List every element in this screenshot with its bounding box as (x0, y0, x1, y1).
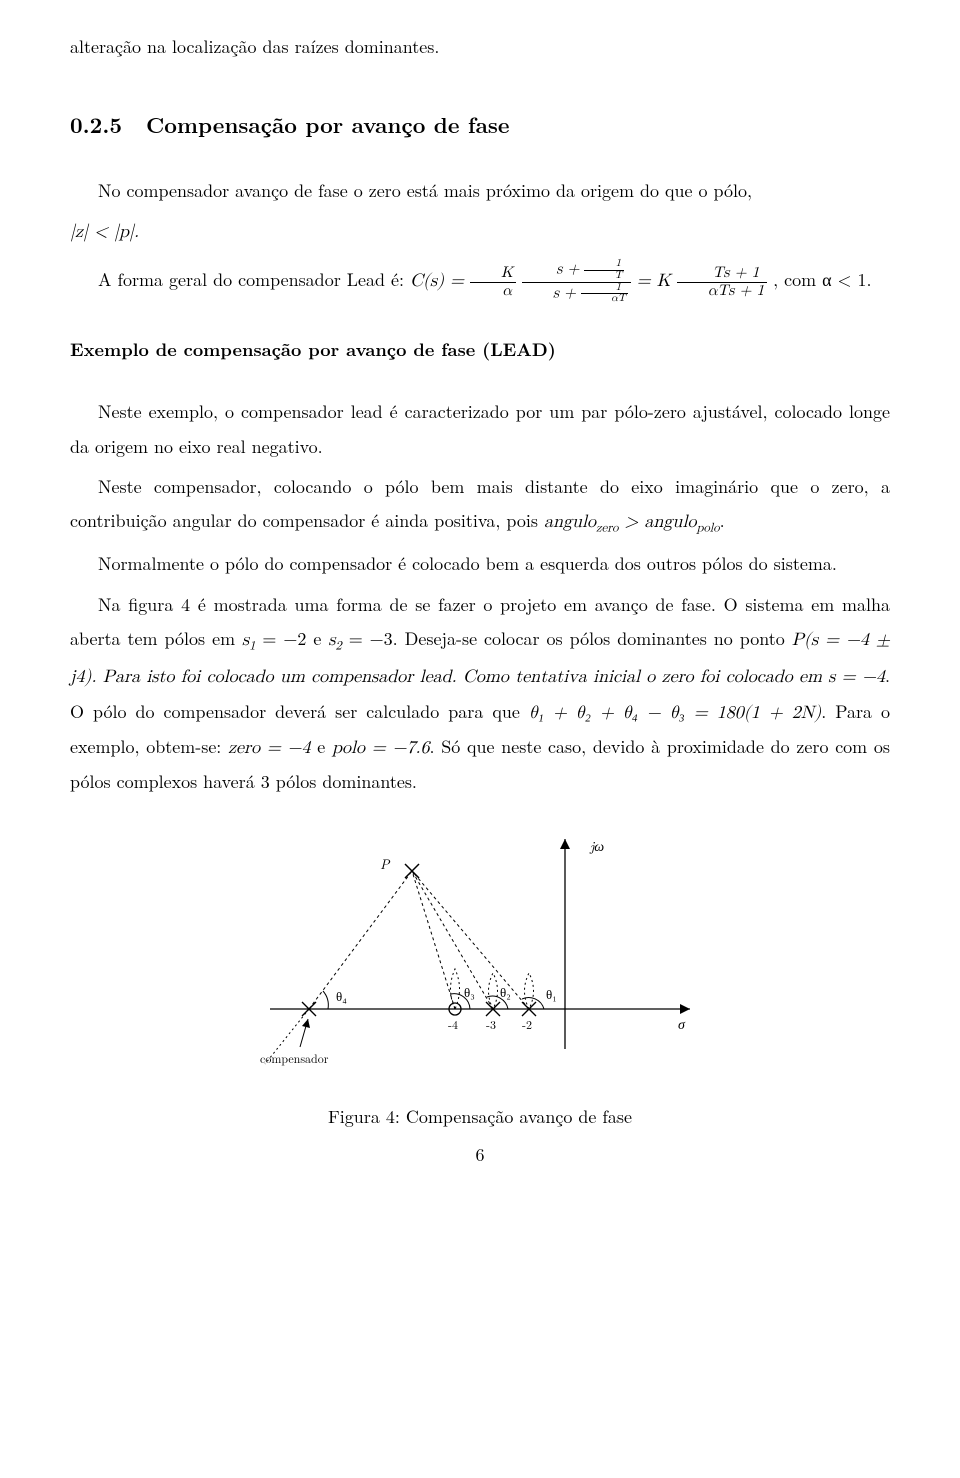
para5-eq2: = −3. Deseja-se colocar os pólos dominan… (342, 626, 792, 651)
figure-4: jω σ -4 -3 -2 P (70, 819, 890, 1090)
angle-zero-sub: zero (596, 523, 618, 535)
formula-tail-text: , com α < 1. (773, 267, 871, 292)
para1-text: No compensador avanço de fase o zero est… (98, 178, 752, 203)
paragraph-compensador-intro: No compensador avanço de fase o zero est… (70, 174, 890, 208)
intro-paragraph: alteração na localização das raízes domi… (70, 30, 890, 64)
paragraph-zp-condition: |z| < |p|. (70, 214, 890, 249)
para3-text-a: Neste compensador, colocando o pólo bem … (70, 474, 890, 533)
theta2-label: θ₂ (500, 982, 511, 1001)
lead-transfer-function: C(s) = Kα s + 1T s + 1αT = K Ts + 1αTs +… (410, 272, 773, 290)
theta1-label: θ₁ (546, 984, 557, 1003)
root-locus-diagram: jω σ -4 -3 -2 P (250, 819, 710, 1079)
para5-eq1: = −2 e (255, 626, 328, 651)
paragraph-pole-placement: Normalmente o pólo do compensador é colo… (70, 547, 890, 581)
P-label: P (380, 854, 391, 874)
polo-value: polo = −7.6 (332, 739, 429, 757)
tick-minus2: -2 (522, 1016, 532, 1033)
theta3-label: θ₃ (464, 982, 475, 1001)
paragraph-angle-contribution: Neste compensador, colocando o pólo bem … (70, 470, 890, 542)
jw-axis-label: jω (589, 836, 604, 856)
tick-minus4: -4 (448, 1016, 458, 1033)
s1-var: s1 (242, 631, 255, 649)
compensador-label: compensador (260, 1050, 329, 1067)
para5-rest3: e (311, 734, 332, 759)
angle-gt: > (618, 513, 644, 531)
page-number: 6 (70, 1138, 890, 1172)
paragraph-formula: A forma geral do compensador Lead é: C(s… (70, 259, 890, 305)
formula-intro-text: A forma geral do compensador Lead é: (98, 267, 410, 292)
theta4-label: θ₄ (336, 986, 347, 1005)
section-heading: 0.2.5 Compensação por avanço de fase (70, 104, 890, 146)
para3-text-b: . (720, 508, 725, 533)
paragraph-figure-description: Na figura 4 é mostrada uma forma de se f… (70, 588, 890, 799)
section-title: Compensação por avanço de fase (146, 109, 510, 140)
zero-value: zero = −4 (228, 739, 311, 757)
section-number: 0.2.5 (70, 109, 122, 140)
paragraph-example-intro: Neste exemplo, o compensador lead é cara… (70, 395, 890, 463)
sigma-axis-label: σ (678, 1014, 686, 1034)
angle-polo-word: angulo (644, 513, 696, 531)
example-heading: Exemplo de compensação por avanço de fas… (70, 333, 890, 367)
P-var: P (792, 631, 804, 649)
angle-inequality: angulozero > angulopolo (544, 513, 720, 531)
tick-minus3: -3 (486, 1016, 496, 1033)
angle-polo-sub: polo (696, 523, 719, 535)
s-minus4: s = −4 (828, 668, 885, 686)
angle-zero-word: angulo (544, 513, 596, 531)
zp-inequality: |z| < |p|. (70, 223, 139, 241)
s2-var: s2 (328, 631, 341, 649)
figure-caption: Figura 4: Compensação avanço de fase (70, 1100, 890, 1134)
theta-equation: θ₁ + θ₂ + θ₄ − θ₃ = 180(1 + 2N) (529, 704, 821, 722)
